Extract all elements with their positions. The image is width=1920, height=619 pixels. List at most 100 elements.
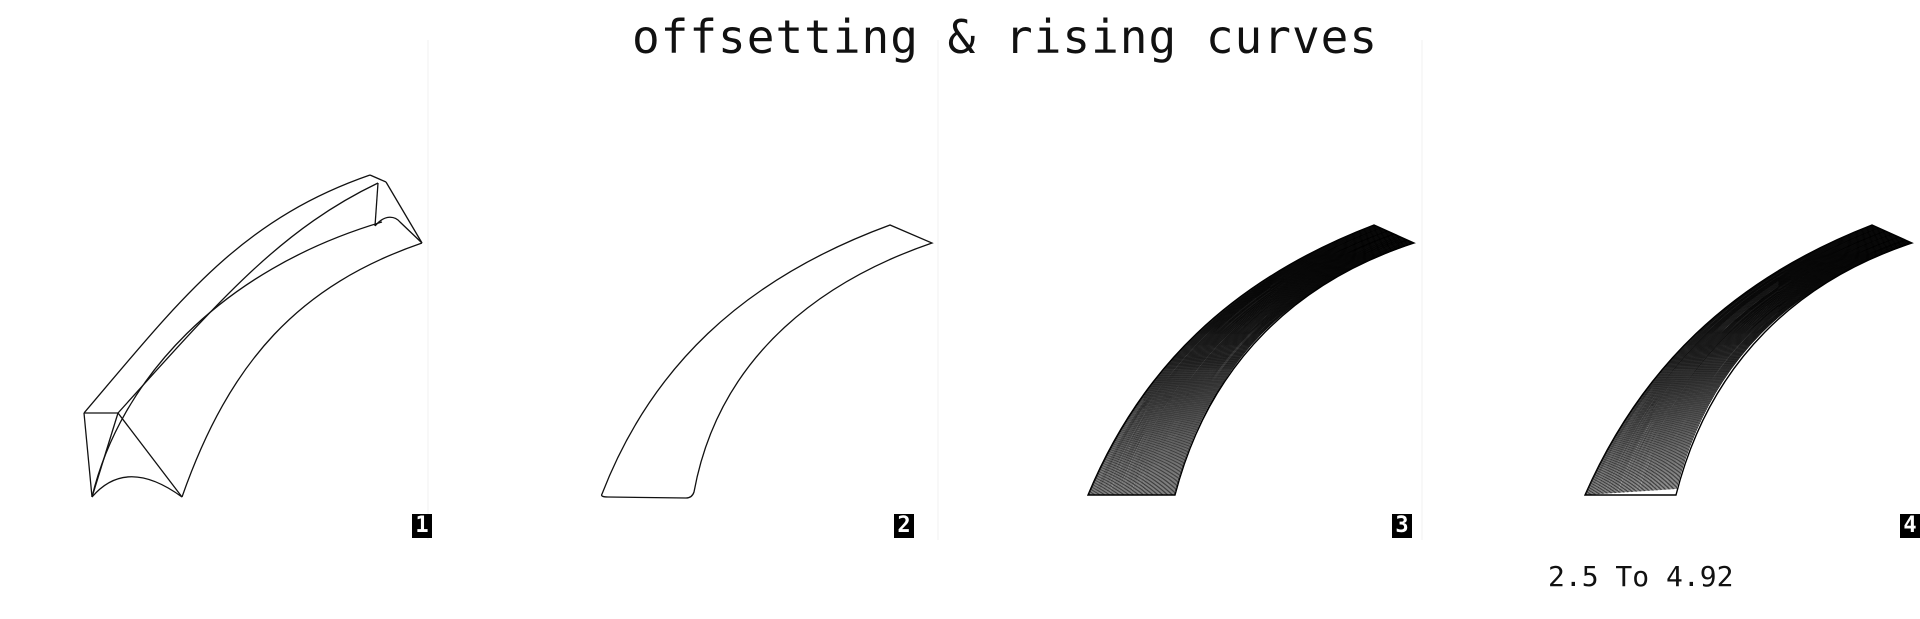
offset-curve xyxy=(1653,238,1903,491)
offset-curve xyxy=(1112,229,1386,496)
offset-curve xyxy=(1124,232,1391,496)
offset-curve xyxy=(1145,236,1401,496)
offset-curve xyxy=(1126,232,1393,496)
offset-curve xyxy=(1092,225,1377,496)
offset-curve xyxy=(1104,228,1382,496)
strip-outline xyxy=(600,224,934,499)
offset-curve xyxy=(1134,234,1396,496)
offset-curve xyxy=(1169,241,1412,496)
offset-curve xyxy=(1601,228,1880,495)
offset-curve xyxy=(1144,236,1401,496)
offset-curve xyxy=(1120,231,1390,496)
offset-curve xyxy=(1634,234,1895,492)
offset-curve xyxy=(1608,229,1883,494)
strip-outline xyxy=(1583,224,1914,496)
offset-curve xyxy=(1119,231,1389,496)
offset-curve xyxy=(1122,231,1391,496)
panel-number-3: 3 xyxy=(1392,514,1412,538)
offset-curve xyxy=(1138,235,1398,496)
offset-curve xyxy=(1597,227,1878,495)
panel-2-outline xyxy=(600,224,934,499)
front-rear-edge xyxy=(91,412,119,498)
offset-curve xyxy=(1129,233,1394,496)
back-vertical-edge xyxy=(374,182,379,227)
offset-curve xyxy=(1604,228,1881,494)
panel-3-offsets xyxy=(1086,224,1416,496)
offset-curve xyxy=(1673,242,1911,490)
offset-curve xyxy=(1168,241,1412,496)
offset-curve xyxy=(1165,240,1411,496)
offset-curve xyxy=(1589,225,1875,495)
offset-curve xyxy=(1131,233,1395,496)
offset-curve xyxy=(1110,229,1385,496)
offset-curve xyxy=(1638,235,1896,492)
offset-curve xyxy=(1616,230,1887,494)
offset-curve xyxy=(1143,236,1400,496)
offset-curve xyxy=(1647,237,1900,491)
offset-curve xyxy=(1611,229,1884,494)
offset-curve xyxy=(1593,226,1877,495)
offset-curve xyxy=(1650,237,1902,491)
offset-curve xyxy=(1636,234,1895,492)
offset-curve xyxy=(1587,225,1874,495)
front-left-edge xyxy=(83,412,93,498)
offset-curve xyxy=(1117,230,1389,496)
outer-top-edge xyxy=(83,174,371,414)
offset-curve xyxy=(1095,226,1378,496)
offset-curve xyxy=(1615,230,1886,494)
offset-curve xyxy=(1164,240,1410,496)
offset-curve xyxy=(1669,241,1910,490)
outer-bottom-edge xyxy=(91,221,383,498)
back-corner-curve xyxy=(374,216,423,244)
offset-curve xyxy=(1139,235,1398,496)
offset-curve xyxy=(1146,236,1402,496)
offset-curve xyxy=(1655,238,1904,491)
offset-curve xyxy=(1637,235,1896,492)
offset-curve xyxy=(1667,241,1909,490)
offset-curve xyxy=(1621,231,1889,493)
offset-curve xyxy=(1654,238,1903,491)
offset-curve xyxy=(1646,236,1900,492)
offset-curve xyxy=(1163,240,1409,496)
offset-curve xyxy=(1630,233,1893,493)
front-inner-curve xyxy=(91,476,183,498)
offset-curve xyxy=(1101,227,1381,496)
offset-curve xyxy=(1628,233,1892,493)
offset-curve xyxy=(1629,233,1892,493)
offset-curve xyxy=(1148,237,1402,496)
offset-curve xyxy=(1162,240,1409,496)
offset-curve xyxy=(1609,229,1884,494)
offset-curve xyxy=(1167,241,1411,496)
offset-curve xyxy=(1622,232,1889,493)
offset-curve xyxy=(1154,238,1405,496)
panel-number-4: 4 xyxy=(1900,514,1920,538)
offset-curve xyxy=(1109,229,1384,496)
offset-curve xyxy=(1617,231,1887,493)
offset-curve xyxy=(1640,235,1897,492)
offset-curve xyxy=(1626,233,1891,493)
offset-curve xyxy=(1157,239,1406,496)
offset-curve xyxy=(1649,237,1901,491)
offset-curve xyxy=(1111,229,1386,496)
offset-curve xyxy=(1591,225,1876,495)
offset-curve xyxy=(1114,230,1387,496)
offset-curve xyxy=(1107,228,1384,496)
offset-curve xyxy=(1115,230,1387,496)
offset-curve xyxy=(1658,239,1905,491)
offset-curve xyxy=(1159,239,1408,496)
offset-curve xyxy=(1662,240,1907,490)
offset-curve xyxy=(1663,240,1907,490)
offset-curve xyxy=(1618,231,1888,493)
offset-curve xyxy=(1106,228,1383,496)
offset-curve xyxy=(1100,227,1380,496)
offset-curve xyxy=(1612,230,1885,494)
offset-curve xyxy=(1624,232,1890,493)
offset-curve xyxy=(1588,225,1874,495)
range-label: 2.5 To 4.92 xyxy=(1548,560,1734,593)
offset-curve xyxy=(1613,230,1885,494)
offset-curve xyxy=(1093,225,1378,496)
offset-curve xyxy=(1116,230,1388,496)
offset-curve xyxy=(1170,241,1413,496)
offset-curve xyxy=(1592,226,1876,495)
